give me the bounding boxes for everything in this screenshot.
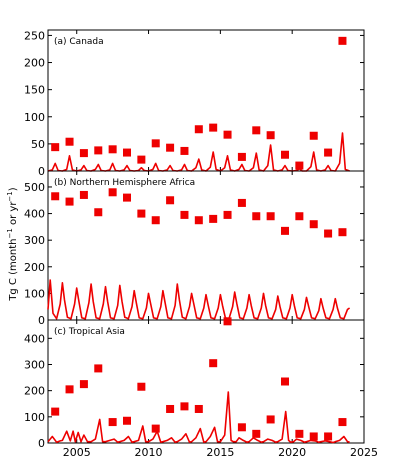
- annual-emission-point: [166, 404, 175, 413]
- annual-emission-point: [324, 148, 333, 157]
- x-tick-label: 2005: [63, 446, 91, 459]
- annual-emission-point: [51, 192, 60, 201]
- monthly-emissions-line: [47, 132, 350, 172]
- annual-emission-point: [65, 385, 74, 394]
- annual-emission-point: [209, 214, 218, 223]
- annual-emission-point: [309, 220, 318, 229]
- y-tick-label: 200: [24, 385, 45, 398]
- annual-emission-point: [281, 226, 289, 235]
- annual-emission-point: [166, 143, 175, 152]
- annual-emission-point: [252, 126, 261, 135]
- annual-emission-point: [266, 131, 275, 140]
- annual-emission-point: [123, 416, 131, 425]
- annual-emission-point: [295, 161, 304, 170]
- annual-emission-point: [137, 155, 146, 164]
- y-tick-label: 200: [24, 261, 45, 274]
- annual-emission-point: [209, 359, 218, 368]
- annual-emission-point: [180, 402, 189, 411]
- panel-label: (b) Northern Hemisphere Africa: [54, 178, 195, 188]
- annual-emission-point: [194, 125, 203, 134]
- annual-emission-point: [237, 423, 246, 432]
- annual-emission-point: [194, 404, 203, 413]
- annual-emission-point: [79, 190, 88, 199]
- annual-emission-point: [223, 317, 232, 326]
- y-tick-label: 300: [24, 234, 45, 247]
- y-tick-label: 400: [24, 332, 45, 345]
- annual-emission-point: [252, 429, 261, 438]
- y-tick-label: 200: [24, 57, 45, 70]
- panel-frame: [47, 319, 365, 444]
- annual-emission-point: [79, 380, 88, 389]
- annual-emission-point: [94, 364, 103, 373]
- annual-emission-point: [209, 123, 218, 132]
- annual-emission-point: [94, 146, 103, 155]
- annual-emission-point: [137, 209, 146, 218]
- annual-emission-point: [151, 216, 160, 225]
- annual-emission-point: [51, 143, 60, 152]
- monthly-emissions-line: [47, 279, 351, 320]
- panel-2: 0 100 200 300 400 500 (b) Northern Hemisphere …: [24, 170, 365, 327]
- y-tick-label: 500: [24, 181, 45, 194]
- annual-emission-point: [324, 229, 333, 238]
- annual-emission-point: [108, 418, 117, 427]
- y-tick-label: 0: [38, 437, 45, 450]
- annual-emission-point: [94, 208, 103, 217]
- annual-emission-point: [79, 149, 88, 158]
- annual-emission-point: [65, 137, 74, 146]
- panel-label: (c) Tropical Asia: [54, 327, 125, 337]
- monthly-emissions-line: [47, 391, 350, 444]
- x-tick-label: 2010: [135, 446, 163, 459]
- annual-emission-point: [166, 196, 175, 205]
- annual-emission-point: [223, 210, 232, 219]
- y-tick-label: 100: [24, 411, 45, 424]
- annual-emission-point: [108, 145, 117, 154]
- annual-emission-point: [281, 150, 289, 159]
- x-tick-label: 2020: [278, 446, 306, 459]
- annual-emission-point: [180, 210, 189, 219]
- annual-emission-point: [123, 148, 131, 157]
- annual-emission-point: [309, 432, 318, 441]
- annual-emission-point: [151, 139, 160, 148]
- annual-emission-point: [237, 152, 246, 161]
- annual-emission-point: [252, 212, 261, 221]
- annual-emission-point: [295, 429, 304, 438]
- x-tick-label: 2025: [350, 446, 378, 459]
- annual-emission-point: [266, 415, 275, 424]
- y-tick-label: 100: [24, 287, 45, 300]
- x-tick-label: 2015: [206, 446, 234, 459]
- annual-emission-point: [338, 36, 347, 45]
- annual-emission-point: [324, 432, 333, 441]
- panel-label: (a) Canada: [54, 37, 104, 47]
- annual-emission-point: [51, 407, 60, 416]
- annual-emission-point: [295, 212, 304, 221]
- y-tick-label: 0: [38, 165, 45, 178]
- annual-emission-point: [309, 131, 318, 140]
- annual-emission-point: [223, 130, 232, 139]
- annual-emission-point: [108, 188, 117, 197]
- panel-3: 0 100 200 300 400 (c) Tropical Asia: [24, 317, 365, 450]
- y-tick-label: 100: [24, 111, 45, 124]
- annual-emission-point: [137, 382, 146, 391]
- annual-emission-point: [123, 193, 131, 202]
- annual-emission-point: [237, 198, 246, 207]
- annual-emission-point: [180, 146, 189, 155]
- y-tick-label: 50: [31, 138, 45, 151]
- y-axis-label: Tg C (month−1 or yr−1): [6, 187, 19, 301]
- y-tick-label: 300: [24, 358, 45, 371]
- annual-emission-point: [151, 424, 160, 433]
- y-tick-label: 150: [24, 84, 45, 97]
- y-tick-label: 0: [38, 314, 45, 327]
- annual-emission-point: [338, 418, 347, 427]
- panel-1: 0 50 100 150 200 250 (a) Canada: [24, 29, 365, 178]
- annual-emission-point: [281, 377, 289, 386]
- y-tick-label: 250: [24, 29, 45, 42]
- annual-emission-point: [194, 216, 203, 225]
- y-tick-label: 400: [24, 208, 45, 221]
- annual-emission-point: [266, 212, 275, 221]
- annual-emission-point: [338, 228, 347, 237]
- annual-emission-point: [65, 197, 74, 206]
